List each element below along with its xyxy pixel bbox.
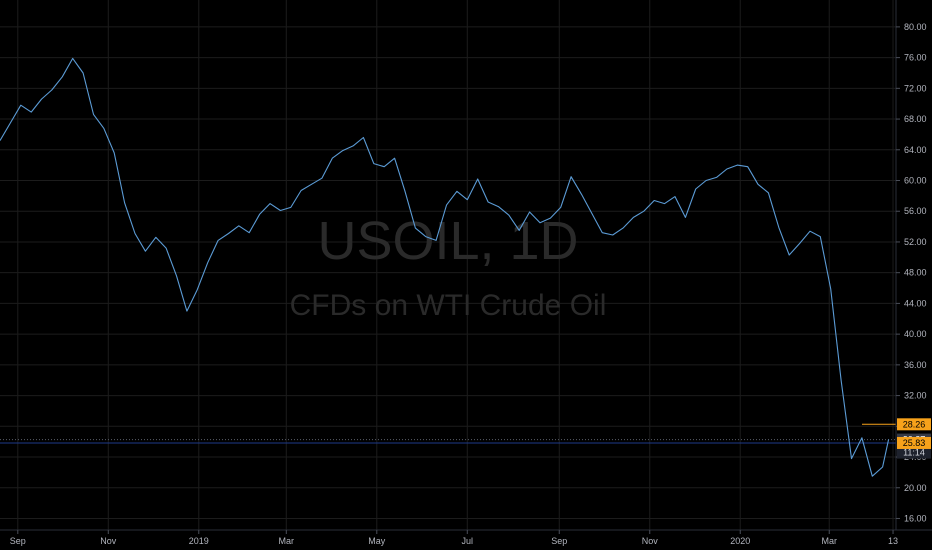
x-tick-label: Mar — [279, 536, 295, 546]
countdown-label: 11:14 — [903, 448, 925, 458]
y-tick-label: 68.00 — [904, 114, 927, 124]
y-tick-label: 48.00 — [904, 268, 927, 278]
x-tick-label: Jul — [462, 536, 474, 546]
y-tick-label: 72.00 — [904, 83, 927, 93]
time-axis[interactable]: Sep Nov 2019 Mar May Jul Sep Nov 2020 Mar 13 — [10, 530, 898, 546]
y-tick-label: 40.00 — [904, 329, 927, 339]
y-tick-label: 80.00 — [904, 22, 927, 32]
y-tick-label: 20.00 — [904, 483, 927, 493]
low-price-badge — [897, 436, 931, 449]
grid — [0, 0, 896, 530]
y-tick-label: 32.00 — [904, 391, 927, 401]
x-tick-label: May — [368, 536, 386, 546]
x-tick-label: 2019 — [189, 536, 209, 546]
y-tick-label: 52.00 — [904, 237, 927, 247]
low-price-label: 25.83 — [903, 438, 926, 448]
y-tick-label: 44.00 — [904, 298, 927, 308]
y-tick-label: 76.00 — [904, 53, 927, 63]
x-tick-label: Nov — [100, 536, 117, 546]
price-levels — [0, 423, 896, 444]
watermark-description: CFDs on WTI Crude Oil — [290, 289, 607, 322]
x-tick-label: 2020 — [730, 536, 750, 546]
high-price-badge — [897, 418, 931, 431]
countdown-badge — [897, 446, 931, 459]
y-tick-label: 64.00 — [904, 145, 927, 155]
x-tick-label: Sep — [10, 536, 26, 546]
price-line — [0, 57, 890, 477]
y-tick-label: 60.00 — [904, 176, 927, 186]
watermark-symbol: USOIL, 1D — [317, 211, 578, 271]
x-tick-label: 13 — [888, 536, 898, 546]
high-price-label: 28.26 — [903, 419, 926, 429]
y-tick-label: 56.00 — [904, 206, 927, 216]
y-tick-label: 16.00 — [904, 513, 927, 523]
x-tick-label: Mar — [821, 536, 837, 546]
x-tick-label: Sep — [551, 536, 567, 546]
x-tick-label: Nov — [642, 536, 659, 546]
y-tick-label: 36.00 — [904, 360, 927, 370]
